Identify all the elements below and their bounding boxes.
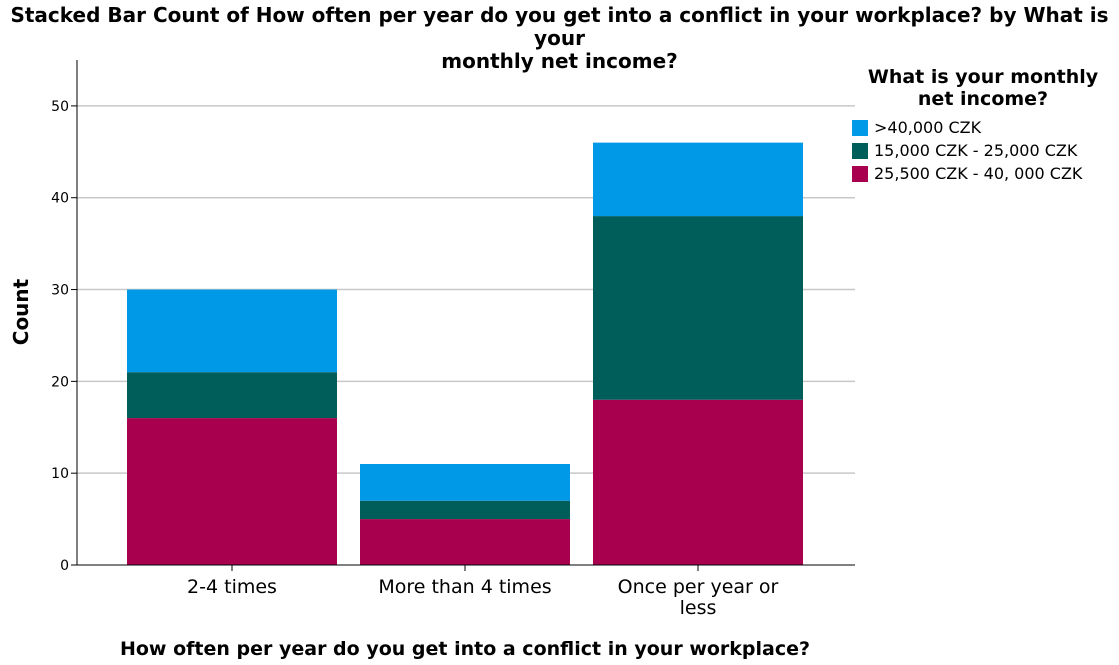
axes — [76, 60, 855, 566]
bar-segment — [593, 216, 803, 400]
legend-title: What is your monthly net income? — [852, 66, 1114, 110]
bar-segment — [593, 142, 803, 217]
legend-item: >40,000 CZK — [852, 116, 1114, 139]
legend: What is your monthly net income? >40,000… — [852, 66, 1114, 185]
bar-segment — [360, 519, 570, 565]
y-tick-label: 30 — [51, 283, 69, 299]
legend-label: 25,500 CZK - 40, 000 CZK — [874, 164, 1083, 183]
chart-title: Stacked Bar Count of How often per year … — [0, 4, 1119, 73]
legend-swatch — [852, 119, 868, 136]
y-tick-label: 50 — [51, 99, 69, 115]
x-tick-label: More than 4 times — [378, 576, 551, 598]
x-tick-label: Once per year or — [618, 576, 779, 598]
legend-title-line-2: net income? — [917, 88, 1049, 110]
legend-item: 15,000 CZK - 25,000 CZK — [852, 139, 1114, 162]
legend-label: 15,000 CZK - 25,000 CZK — [874, 141, 1078, 160]
legend-swatch — [852, 142, 868, 159]
bar-segment — [127, 289, 337, 373]
chart-title-line-1: Stacked Bar Count of How often per year … — [10, 3, 1109, 50]
y-tick-labels: 0 10 20 30 40 50 — [51, 99, 69, 574]
chart-title-line-2: monthly net income? — [441, 49, 678, 73]
x-tick-label: 2-4 times — [187, 576, 277, 598]
bar-segment — [127, 418, 337, 565]
legend-title-line-1: What is your monthly — [867, 66, 1099, 88]
y-tick-label: 20 — [51, 374, 69, 390]
x-axis-label: How often per year do you get into a con… — [119, 638, 811, 660]
legend-items: >40,000 CZK 15,000 CZK - 25,000 CZK 25,500… — [852, 116, 1114, 185]
y-tick-label: 40 — [51, 191, 69, 207]
bars — [127, 142, 803, 565]
bar-segment — [360, 464, 570, 501]
bar-segment — [593, 399, 803, 565]
legend-label: >40,000 CZK — [874, 118, 982, 137]
bar-segment — [360, 500, 570, 520]
y-tick-label: 10 — [51, 466, 69, 482]
x-tick-label: less — [680, 597, 717, 619]
legend-swatch — [852, 165, 868, 182]
y-axis-label: Count — [9, 278, 33, 345]
legend-item: 25,500 CZK - 40, 000 CZK — [852, 162, 1114, 185]
y-tick-label: 0 — [60, 558, 69, 574]
x-tick-labels: 2-4 times More than 4 times Once per year … — [187, 565, 779, 619]
bar-segment — [127, 372, 337, 419]
chart-plot: 0 10 20 30 40 50 2-4 times More than 4 times On… — [9, 60, 855, 619]
